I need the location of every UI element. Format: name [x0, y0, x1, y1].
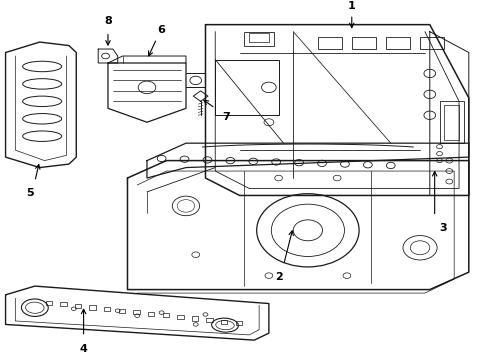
Bar — [351, 37, 375, 49]
Bar — [45, 301, 52, 305]
Text: 7: 7 — [222, 112, 230, 122]
Bar — [119, 309, 125, 313]
Bar — [206, 318, 212, 322]
Bar — [385, 37, 409, 49]
Text: 6: 6 — [157, 25, 165, 35]
Text: 1: 1 — [347, 1, 355, 11]
Bar — [162, 313, 168, 318]
Bar — [419, 37, 444, 49]
Bar — [191, 316, 198, 321]
Bar — [244, 32, 273, 46]
Text: 5: 5 — [26, 189, 34, 198]
Bar — [317, 37, 341, 49]
Text: 8: 8 — [104, 17, 112, 26]
Bar — [133, 310, 140, 314]
Bar — [249, 33, 268, 42]
Text: 3: 3 — [439, 223, 446, 233]
Bar — [439, 101, 463, 143]
Bar — [60, 302, 66, 306]
Text: 2: 2 — [274, 272, 282, 282]
Bar — [104, 307, 110, 311]
Bar — [177, 315, 183, 319]
Bar — [75, 304, 81, 308]
Bar — [215, 59, 278, 115]
Bar — [89, 305, 96, 310]
Bar — [444, 105, 458, 140]
Bar — [221, 320, 227, 324]
Bar — [148, 312, 154, 316]
Bar — [235, 321, 242, 325]
Text: 4: 4 — [80, 343, 87, 354]
